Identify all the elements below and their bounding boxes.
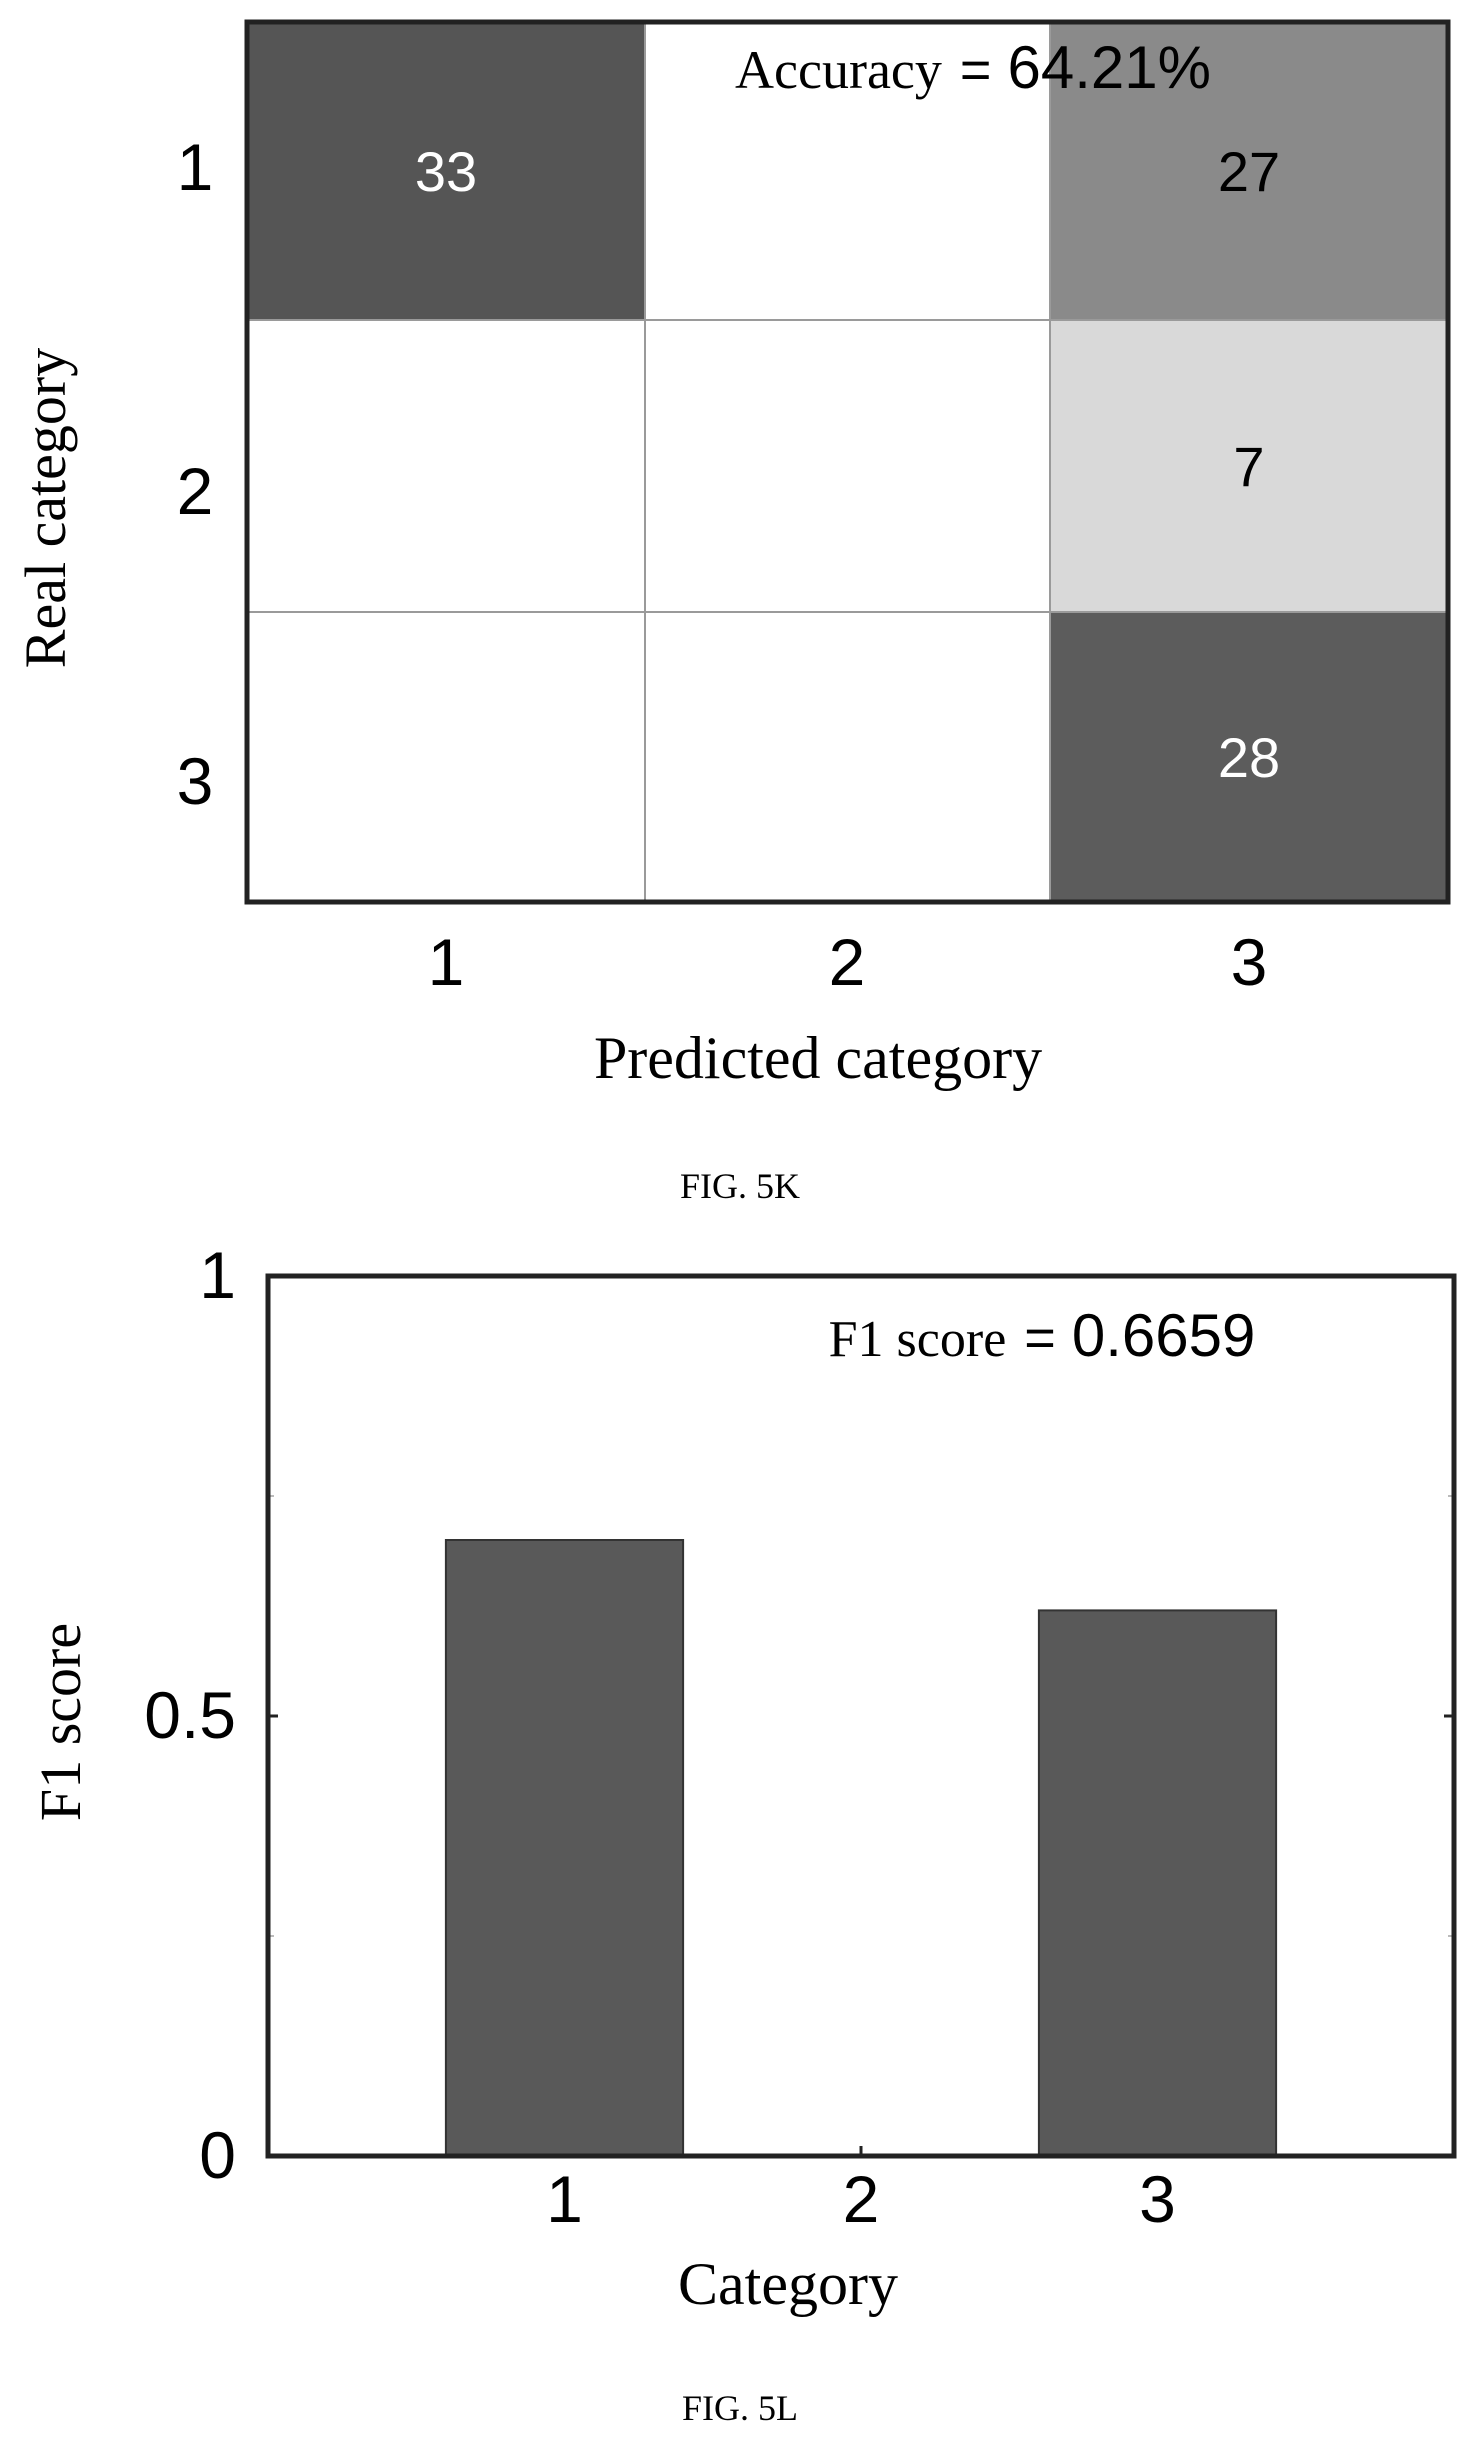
confusion-matrix-grid: [247, 22, 1448, 902]
y-tick-label: 0: [199, 2118, 236, 2192]
real-category-tick-label: 2: [177, 454, 214, 528]
cell-value-label: 33: [415, 140, 477, 203]
category-tick-label: 1: [546, 2162, 583, 2236]
f1-bar: [1037, 1609, 1278, 2157]
matrix-cell: [1050, 320, 1448, 612]
f1-bars: [444, 1539, 1278, 2157]
predicted-category-tick-label: 3: [1231, 925, 1268, 999]
matrix-cell: [645, 320, 1050, 612]
y-tick-label: 1: [199, 1238, 236, 1312]
category-tick-label: 3: [1139, 2162, 1176, 2236]
fig-5k-caption: FIG. 5K: [680, 1166, 800, 1206]
predicted-category-tick-label: 1: [428, 925, 465, 999]
matrix-cell: [247, 612, 645, 902]
cell-value-label: 28: [1218, 726, 1280, 789]
cell-value-label: 7: [1233, 435, 1264, 498]
f1-score-annotation: F1 score = 0.6659: [829, 1302, 1256, 1369]
category-tick-labels: 1 2 3: [546, 2162, 1176, 2236]
real-category-axis-label: Real category: [13, 348, 78, 668]
category-tick-label: 2: [843, 2162, 880, 2236]
predicted-category-tick-labels: 1 2 3: [428, 925, 1268, 999]
matrix-cell: [247, 320, 645, 612]
real-category-tick-label: 3: [177, 744, 214, 818]
matrix-cell: [1050, 22, 1448, 320]
category-axis-label: Category: [678, 2251, 898, 2317]
f1-y-tick-labels: 00.51: [144, 1238, 236, 2192]
matrix-cell: [645, 612, 1050, 902]
confusion-matrix-chart: 33 27 7 28 Accuracy = 64.21% 1 2 3 1 2 3 Real c…: [13, 19, 1451, 1206]
confusion-matrix-frame: [244, 19, 1451, 905]
real-category-tick-labels: 1 2 3: [177, 130, 214, 818]
predicted-category-tick-label: 2: [829, 925, 866, 999]
confusion-matrix-cells: 33 27 7 28: [247, 22, 1448, 902]
matrix-cell: [645, 22, 1050, 320]
f1-bar: [444, 1539, 685, 2157]
real-category-tick-label: 1: [177, 130, 214, 204]
f1-plot-frame: [265, 1273, 1457, 2159]
f1-score-axis-label: F1 score: [28, 1623, 93, 1821]
matrix-cell: [1050, 612, 1448, 902]
y-tick-label: 0.5: [144, 1678, 236, 1752]
matrix-cell: [247, 22, 645, 320]
accuracy-annotation: Accuracy = 64.21%: [735, 34, 1211, 101]
fig-5l-caption: FIG. 5L: [682, 2388, 798, 2428]
predicted-category-axis-label: Predicted category: [594, 1025, 1042, 1091]
cell-value-label: 27: [1218, 140, 1280, 203]
